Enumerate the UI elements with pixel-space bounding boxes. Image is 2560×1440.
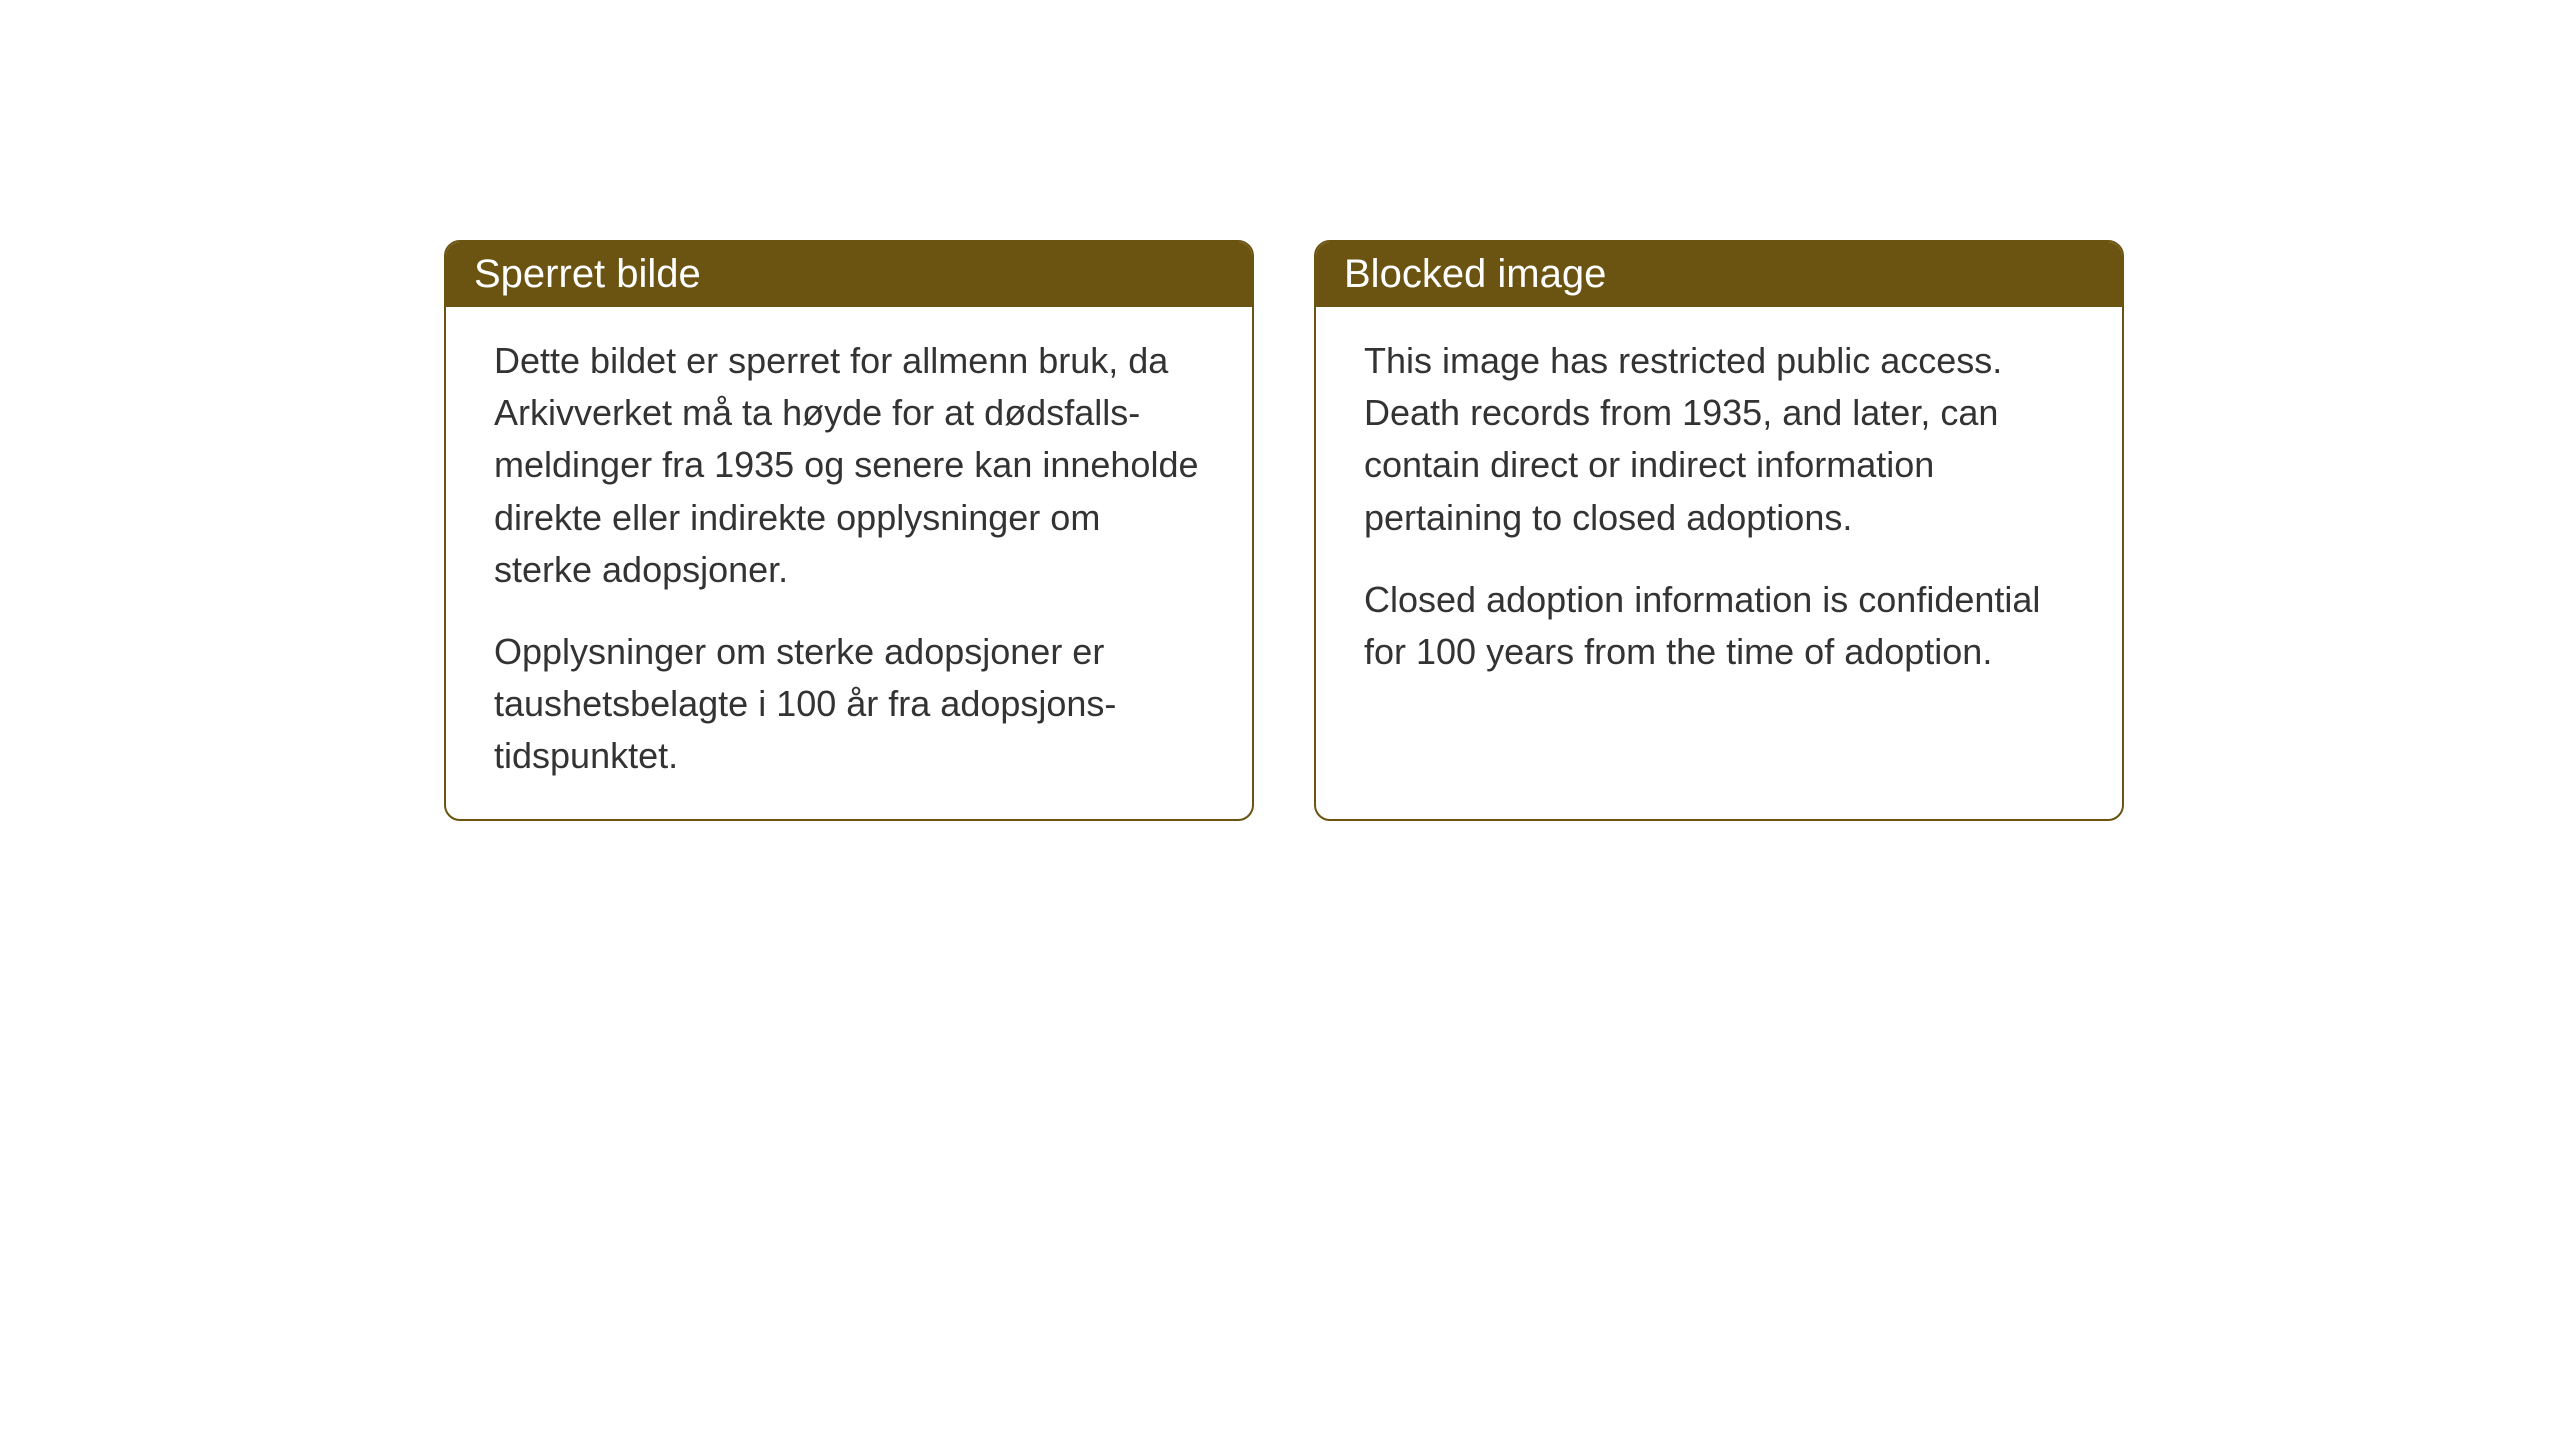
notice-cards-container: Sperret bilde Dette bildet er sperret fo… xyxy=(444,240,2124,821)
english-card-title: Blocked image xyxy=(1316,242,2122,307)
norwegian-card-title: Sperret bilde xyxy=(446,242,1252,307)
norwegian-card-body: Dette bildet er sperret for allmenn bruk… xyxy=(446,307,1252,819)
norwegian-paragraph-1: Dette bildet er sperret for allmenn bruk… xyxy=(494,335,1204,596)
norwegian-notice-card: Sperret bilde Dette bildet er sperret fo… xyxy=(444,240,1254,821)
english-paragraph-1: This image has restricted public access.… xyxy=(1364,335,2074,544)
english-notice-card: Blocked image This image has restricted … xyxy=(1314,240,2124,821)
english-paragraph-2: Closed adoption information is confident… xyxy=(1364,574,2074,678)
english-card-body: This image has restricted public access.… xyxy=(1316,307,2122,727)
norwegian-paragraph-2: Opplysninger om sterke adopsjoner er tau… xyxy=(494,626,1204,783)
